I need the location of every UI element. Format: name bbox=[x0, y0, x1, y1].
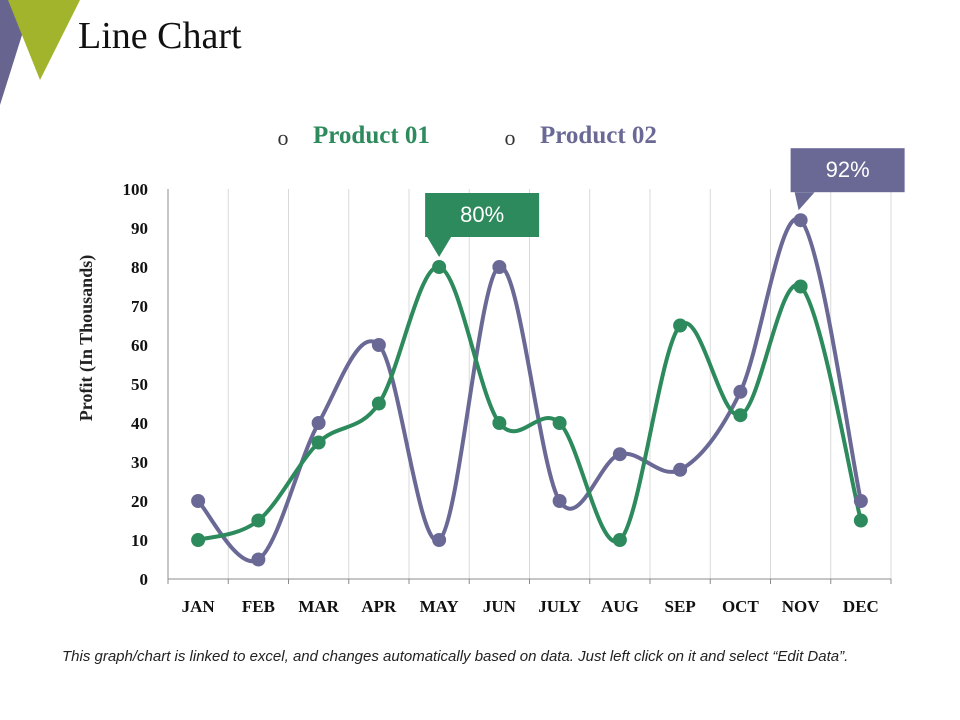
x-tick-label: AUG bbox=[601, 597, 639, 616]
x-tick-label: JULY bbox=[538, 597, 581, 616]
corner-triangle-green bbox=[8, 0, 80, 80]
callout-label: 92% bbox=[826, 157, 870, 182]
y-tick-label: 40 bbox=[131, 414, 148, 433]
x-tick-label: JUN bbox=[483, 597, 517, 616]
y-tick-label: 100 bbox=[123, 180, 149, 199]
data-point-series-2 bbox=[552, 494, 567, 508]
legend-marker: o bbox=[505, 125, 516, 150]
y-axis-title: Profit (In Thousands) bbox=[76, 255, 97, 421]
y-tick-label: 90 bbox=[131, 219, 148, 238]
data-point-series-1 bbox=[673, 318, 688, 333]
callout-box bbox=[790, 148, 905, 193]
data-point-series-2 bbox=[612, 447, 627, 462]
data-point-series-1 bbox=[612, 533, 627, 547]
data-point-series-1 bbox=[853, 513, 868, 528]
x-tick-label: SEP bbox=[665, 597, 696, 616]
y-tick-label: 10 bbox=[131, 531, 148, 550]
y-tick-label: 50 bbox=[131, 375, 148, 394]
x-tick-label: FEB bbox=[242, 597, 275, 616]
data-point-series-1 bbox=[371, 396, 386, 411]
data-point-series-2 bbox=[251, 552, 266, 567]
data-point-series-2 bbox=[673, 462, 688, 477]
y-tick-label: 70 bbox=[131, 297, 148, 316]
slide-title: Line Chart bbox=[78, 15, 242, 57]
legend-marker: o bbox=[278, 125, 289, 150]
data-point-series-2 bbox=[492, 260, 507, 274]
data-point-series-2 bbox=[311, 416, 326, 430]
data-point-series-1 bbox=[793, 279, 808, 294]
y-tick-label: 20 bbox=[131, 492, 148, 511]
data-point-series-2 bbox=[191, 494, 206, 508]
data-point-series-2 bbox=[371, 338, 386, 352]
x-tick-label: APR bbox=[361, 597, 397, 616]
callout-label: 80% bbox=[460, 202, 504, 227]
y-tick-label: 60 bbox=[131, 336, 148, 355]
data-point-series-1 bbox=[191, 533, 206, 547]
y-tick-label: 80 bbox=[131, 258, 148, 277]
data-point-series-1 bbox=[251, 513, 266, 528]
data-point-series-1 bbox=[311, 435, 326, 450]
data-point-series-2 bbox=[432, 533, 447, 547]
data-point-series-2 bbox=[853, 494, 868, 508]
legend-label: Product 01 bbox=[313, 122, 430, 149]
x-tick-label: JAN bbox=[182, 597, 216, 616]
data-point-series-1 bbox=[432, 260, 447, 274]
y-tick-label: 30 bbox=[131, 453, 148, 472]
x-tick-label: NOV bbox=[782, 597, 821, 616]
data-point-series-1 bbox=[733, 408, 748, 423]
x-tick-label: DEC bbox=[843, 597, 879, 616]
legend-label: Product 02 bbox=[540, 122, 657, 149]
data-point-series-2 bbox=[793, 213, 808, 228]
footnote: This graph/chart is linked to excel, and… bbox=[62, 648, 849, 665]
callout-box bbox=[425, 193, 540, 237]
data-point-series-1 bbox=[492, 416, 507, 430]
callout-pointer bbox=[427, 237, 452, 257]
x-tick-label: MAY bbox=[420, 597, 459, 616]
data-point-series-2 bbox=[733, 384, 748, 399]
y-tick-label: 0 bbox=[140, 570, 149, 589]
callout-pointer bbox=[794, 192, 815, 211]
data-point-series-1 bbox=[552, 416, 567, 430]
x-tick-label: MAR bbox=[298, 597, 339, 616]
x-tick-label: OCT bbox=[722, 597, 760, 616]
